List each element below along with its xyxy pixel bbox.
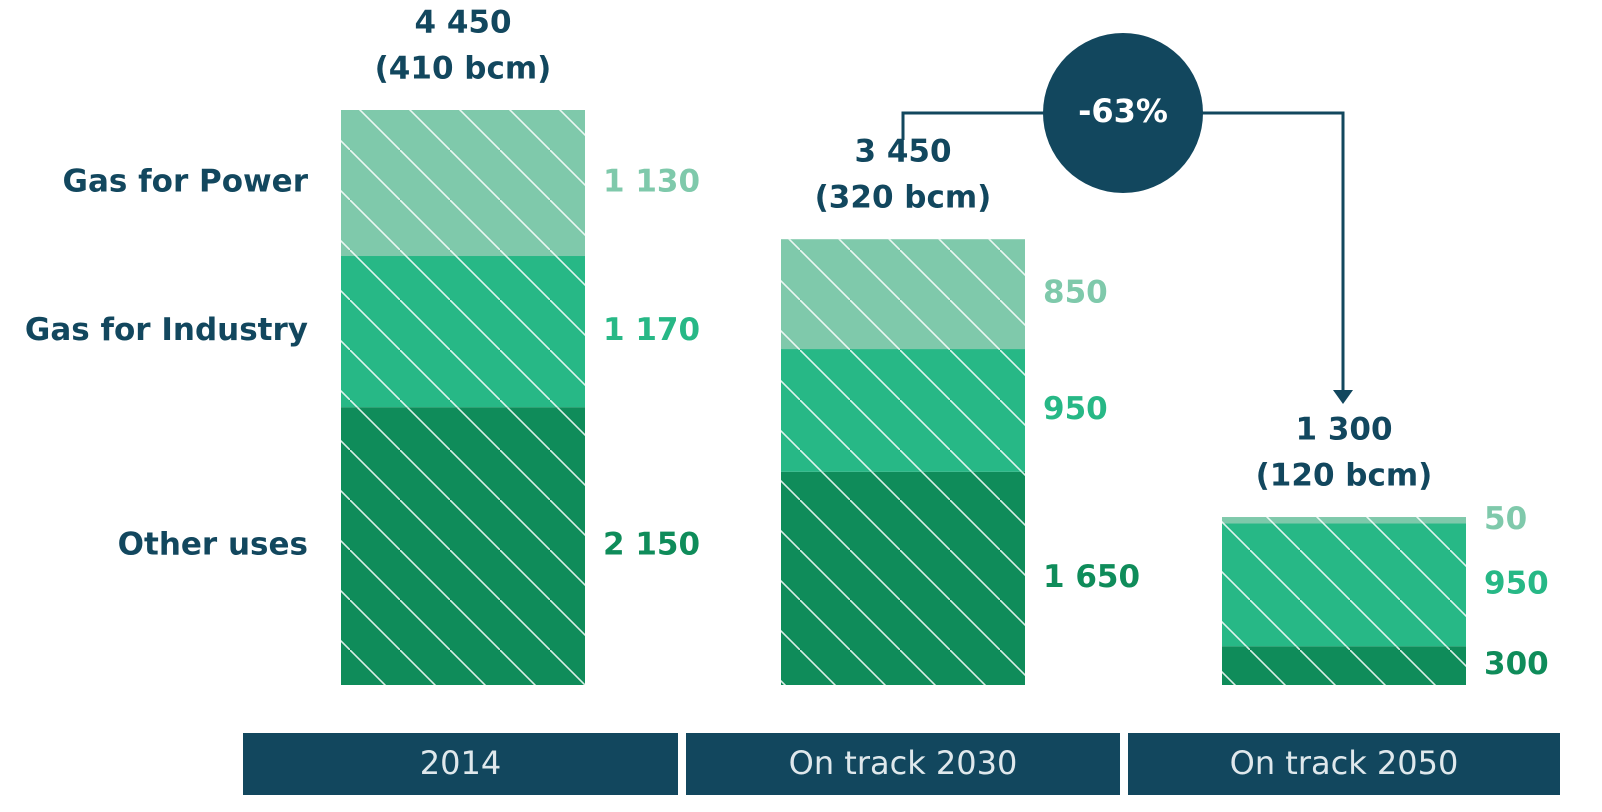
value-label: 950 (1484, 565, 1549, 601)
total-label: 1 300 (1295, 412, 1392, 448)
value-label: 50 (1484, 501, 1527, 537)
bcm-label: (410 bcm) (375, 51, 552, 87)
value-label: 2 150 (603, 527, 700, 563)
bar-hatch (341, 110, 585, 257)
bar-hatch (1222, 523, 1466, 647)
bcm-label: (120 bcm) (1256, 458, 1433, 494)
bar-hatch (781, 349, 1025, 472)
value-label: 1 130 (603, 164, 700, 200)
series-label: Other uses (118, 527, 308, 563)
total-label: 4 450 (414, 5, 511, 41)
value-label: 850 (1043, 275, 1108, 311)
bcm-label: (320 bcm) (815, 180, 992, 216)
bar-hatch (781, 471, 1025, 685)
category-label: On track 2050 (1230, 744, 1459, 782)
category-label: On track 2030 (789, 744, 1018, 782)
category-label: 2014 (420, 744, 501, 782)
bar-hatch (1222, 517, 1466, 524)
value-label: 1 170 (603, 312, 700, 348)
value-label: 300 (1484, 646, 1549, 682)
reduction-connector (901, 33, 1353, 404)
value-label: 950 (1043, 391, 1108, 427)
category-box (686, 733, 1120, 795)
value-label: 1 650 (1043, 559, 1140, 595)
bar-hatch (341, 256, 585, 408)
bar-hatch (781, 239, 1025, 350)
series-label: Gas for Power (63, 164, 309, 200)
total-label: 3 450 (854, 134, 951, 170)
bar-hatch (1222, 646, 1466, 685)
category-box (243, 733, 678, 795)
bar-hatch (341, 407, 585, 685)
reduction-label: -63% (1078, 92, 1168, 130)
series-label: Gas for Industry (25, 312, 308, 348)
category-box (1128, 733, 1560, 795)
